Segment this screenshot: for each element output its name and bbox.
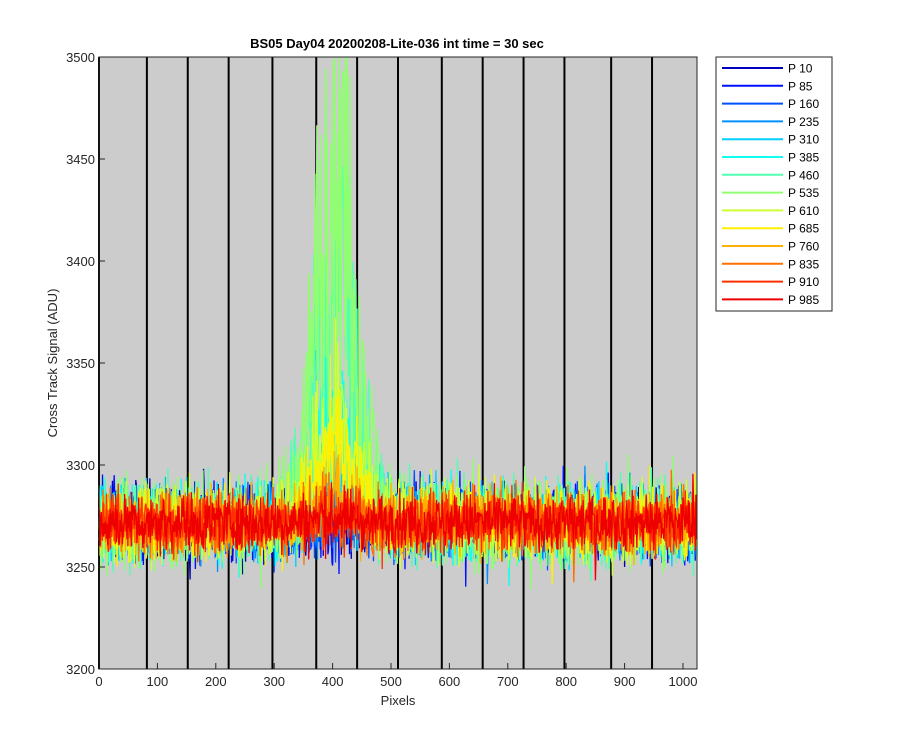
x-tick-label-600: 600 — [439, 674, 461, 689]
x-tick-label-300: 300 — [263, 674, 285, 689]
x-tick-label-700: 700 — [497, 674, 519, 689]
series-layer — [98, 56, 698, 590]
legend: P 10 P 85 P 160 P 235 P 310 P 385 P 460 P 535 P … — [715, 56, 833, 312]
legend-label: P 385 — [788, 151, 819, 165]
y-tick-label-3250: 3250 — [66, 560, 95, 575]
legend-label: P 835 — [788, 257, 819, 271]
legend-label: P 235 — [788, 115, 819, 129]
y-axis-ticks: 3200 3250 3300 3350 3400 3450 3500 — [66, 50, 105, 677]
legend-label: P 160 — [788, 97, 819, 111]
y-tick-label-3350: 3350 — [66, 356, 95, 371]
x-tick-label-100: 100 — [147, 674, 169, 689]
y-tick-label-3500: 3500 — [66, 50, 95, 65]
legend-label: P 910 — [788, 275, 819, 289]
x-tick-label-500: 500 — [380, 674, 402, 689]
legend-label: P 610 — [788, 204, 819, 218]
x-tick-label-400: 400 — [322, 674, 344, 689]
legend-label: P 85 — [788, 79, 813, 93]
x-axis-label: Pixels — [381, 693, 416, 708]
legend-label: P 985 — [788, 293, 819, 307]
legend-box — [715, 56, 833, 312]
y-tick-label-3200: 3200 — [66, 662, 95, 677]
legend-label: P 460 — [788, 168, 819, 182]
y-tick-label-3300: 3300 — [66, 458, 95, 473]
legend-label: P 685 — [788, 222, 819, 236]
x-axis-ticks: 0 100 200 300 400 500 600 700 800 900 1000 — [95, 663, 697, 689]
x-tick-label-900: 900 — [614, 674, 636, 689]
legend-label: P 760 — [788, 240, 819, 254]
x-tick-label-200: 200 — [205, 674, 227, 689]
vertical-lines — [98, 57, 654, 669]
y-axis-label: Cross Track Signal (ADU) — [45, 289, 60, 438]
series-line-p-985 — [98, 473, 698, 581]
legend-label: P 10 — [788, 62, 813, 76]
x-tick-label-0: 0 — [95, 674, 102, 689]
chart-title: BS05 Day04 20200208-Lite-036 int time = … — [250, 36, 544, 51]
legend-label: P 535 — [788, 186, 819, 200]
x-tick-label-1000: 1000 — [669, 674, 698, 689]
y-tick-label-3450: 3450 — [66, 152, 95, 167]
x-tick-label-800: 800 — [555, 674, 577, 689]
y-tick-label-3400: 3400 — [66, 254, 95, 269]
legend-label: P 310 — [788, 133, 819, 147]
